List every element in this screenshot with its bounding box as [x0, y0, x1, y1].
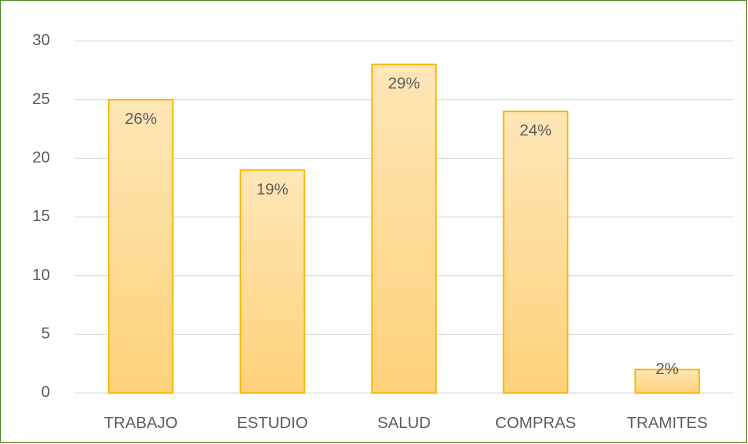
x-tick-label: TRAMITES [627, 415, 708, 432]
bar [634, 368, 700, 394]
x-tick-label: TRABAJO [104, 415, 178, 432]
x-tick-label: SALUD [377, 415, 430, 432]
y-tick-label: 0 [41, 384, 50, 401]
y-tick-label: 15 [32, 208, 50, 225]
x-tick-label: COMPRAS [495, 415, 576, 432]
y-tick-label: 5 [41, 326, 50, 343]
y-tick-label: 20 [32, 150, 50, 167]
y-tick-label: 25 [32, 91, 50, 108]
data-label: 26% [125, 111, 157, 128]
bar [108, 98, 174, 394]
data-label: 29% [388, 76, 420, 93]
bar [502, 110, 569, 394]
y-tick-label: 30 [32, 32, 50, 49]
data-label: 24% [520, 123, 552, 140]
y-tick-label: 10 [32, 267, 50, 284]
data-label: 2% [656, 361, 679, 378]
x-tick-label: ESTUDIO [237, 415, 308, 432]
bar [371, 63, 437, 394]
data-label: 19% [256, 181, 288, 198]
bar [239, 169, 306, 394]
